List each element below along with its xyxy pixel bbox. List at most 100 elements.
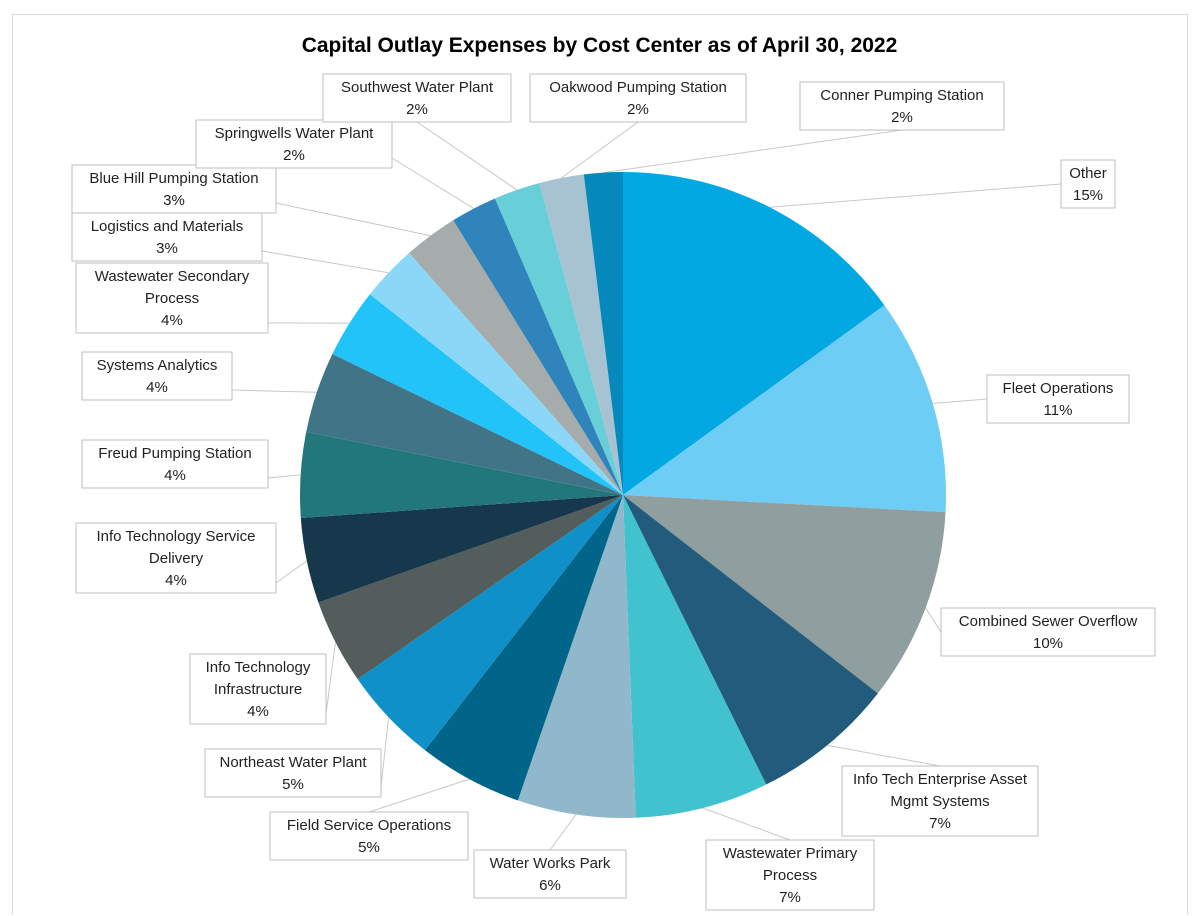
pie-slice: [623, 495, 878, 785]
data-label: Wastewater Primary Process 7%: [705, 839, 875, 911]
data-label: Logistics and Materials 3%: [71, 212, 263, 262]
leader-line: [769, 183, 1062, 208]
pie-slice: [299, 432, 623, 519]
data-label: Combined Sewer Overflow 10%: [940, 607, 1156, 657]
data-label-box: [195, 119, 393, 169]
data-label-box: [75, 262, 269, 334]
data-label-name: Northeast Water Plant: [219, 754, 367, 771]
data-label-percent: 5%: [358, 839, 380, 856]
data-label: Other 15%: [1060, 159, 1116, 209]
pie-slice: [623, 495, 946, 694]
data-label-percent: 2%: [406, 101, 428, 118]
data-label-name: Southwest Water Plant: [341, 79, 494, 96]
data-label-name: Info Tech Enterprise Asset: [853, 771, 1028, 788]
data-label-name: Wastewater Secondary: [95, 268, 250, 285]
data-label-name: Systems Analytics: [97, 357, 218, 374]
leader-line: [275, 202, 431, 237]
leader-line: [261, 250, 389, 274]
data-label: Water Works Park 6%: [473, 849, 627, 899]
pie-slice: [332, 294, 623, 495]
data-label-box: [705, 839, 875, 911]
data-label-percent: 11%: [1044, 402, 1073, 419]
data-label: Field Service Operations 5%: [269, 811, 469, 861]
data-label-name: Infrastructure: [214, 681, 302, 698]
data-label-name: Blue Hill Pumping Station: [89, 170, 258, 187]
data-label-box: [189, 653, 327, 725]
data-label: Fleet Operations 11%: [986, 374, 1130, 424]
data-label-name: Delivery: [149, 550, 204, 567]
data-label-box: [204, 748, 382, 798]
data-label-percent: 4%: [161, 312, 183, 329]
data-label: Springwells Water Plant 2%: [195, 119, 393, 169]
pie-slice: [409, 220, 623, 496]
data-label-box: [322, 73, 512, 123]
pie-slice: [424, 495, 623, 801]
pie-slice: [453, 198, 623, 495]
leader-line: [702, 807, 791, 841]
data-label: Blue Hill Pumping Station 3%: [71, 164, 277, 214]
data-label-box: [75, 522, 277, 594]
data-label: Wastewater Secondary Process 4%: [75, 262, 269, 334]
data-label: Conner Pumping Station 2%: [799, 81, 1005, 131]
leader-line: [391, 157, 474, 210]
pie-slice: [539, 174, 623, 495]
data-label-name: Process: [763, 867, 817, 884]
data-labels: Other 15% Fleet Operations 11% Combined Sewe…: [71, 73, 1156, 911]
data-label-name: Logistics and Materials: [91, 218, 244, 235]
data-label-box: [71, 212, 263, 262]
data-label: Systems Analytics 4%: [81, 351, 233, 401]
data-label-name: Mgmt Systems: [890, 793, 989, 810]
data-label-box: [473, 849, 627, 899]
data-label-percent: 4%: [146, 379, 168, 396]
data-label-percent: 7%: [929, 815, 951, 832]
data-label: Info Tech Enterprise Asset Mgmt Systems 7%: [841, 765, 1039, 837]
data-label-name: Water Works Park: [490, 855, 611, 872]
leader-lines: [231, 121, 1062, 851]
leader-line: [925, 607, 942, 633]
data-label-box: [81, 351, 233, 401]
data-label-percent: 5%: [282, 776, 304, 793]
data-label-percent: 2%: [891, 109, 913, 126]
data-label-percent: 3%: [156, 240, 178, 257]
leader-line: [827, 744, 941, 767]
pie-slice: [300, 495, 623, 603]
pie-slice: [318, 495, 623, 680]
data-label-name: Info Technology Service: [97, 528, 256, 545]
data-label-box: [71, 164, 277, 214]
data-label-name: Process: [145, 290, 199, 307]
leader-line: [380, 717, 390, 788]
data-label-box: [841, 765, 1039, 837]
leader-line: [561, 121, 639, 179]
data-label-percent: 4%: [164, 467, 186, 484]
pie-slices: [299, 172, 946, 819]
leader-line: [275, 560, 308, 584]
leader-line: [416, 121, 518, 191]
data-label-box: [1060, 159, 1116, 209]
data-label-percent: 6%: [539, 877, 561, 894]
data-label-name: Conner Pumping Station: [820, 87, 983, 104]
data-label-box: [986, 374, 1130, 424]
leader-line: [549, 814, 577, 851]
data-label: Info Technology Infrastructure 4%: [189, 653, 327, 725]
data-label: Northeast Water Plant 5%: [204, 748, 382, 798]
data-label: Info Technology Service Delivery 4%: [75, 522, 277, 594]
data-label-name: Oakwood Pumping Station: [549, 79, 727, 96]
leader-line: [932, 398, 988, 404]
leader-line: [603, 129, 903, 174]
data-label-percent: 10%: [1033, 635, 1063, 652]
pie-slice: [369, 252, 623, 495]
data-label-percent: 7%: [779, 889, 801, 906]
pie-slice: [306, 354, 623, 495]
data-label-percent: 4%: [165, 572, 187, 589]
leader-line: [231, 389, 317, 393]
data-label-name: Wastewater Primary: [723, 845, 858, 862]
pie-slice: [494, 182, 623, 496]
data-label-name: Field Service Operations: [287, 817, 451, 834]
data-label-name: Info Technology: [206, 659, 311, 676]
chart-title: Capital Outlay Expenses by Cost Center a…: [301, 34, 898, 57]
pie-slice: [623, 172, 885, 495]
data-label-name: Springwells Water Plant: [215, 125, 375, 142]
data-label-name: Combined Sewer Overflow: [959, 613, 1138, 630]
data-label-percent: 2%: [283, 147, 305, 164]
